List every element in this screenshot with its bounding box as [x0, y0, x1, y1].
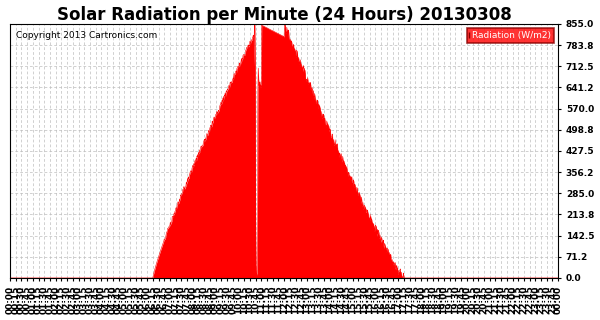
Legend: Radiation (W/m2): Radiation (W/m2)	[467, 28, 554, 43]
Title: Solar Radiation per Minute (24 Hours) 20130308: Solar Radiation per Minute (24 Hours) 20…	[57, 5, 511, 24]
Text: Copyright 2013 Cartronics.com: Copyright 2013 Cartronics.com	[16, 31, 157, 40]
